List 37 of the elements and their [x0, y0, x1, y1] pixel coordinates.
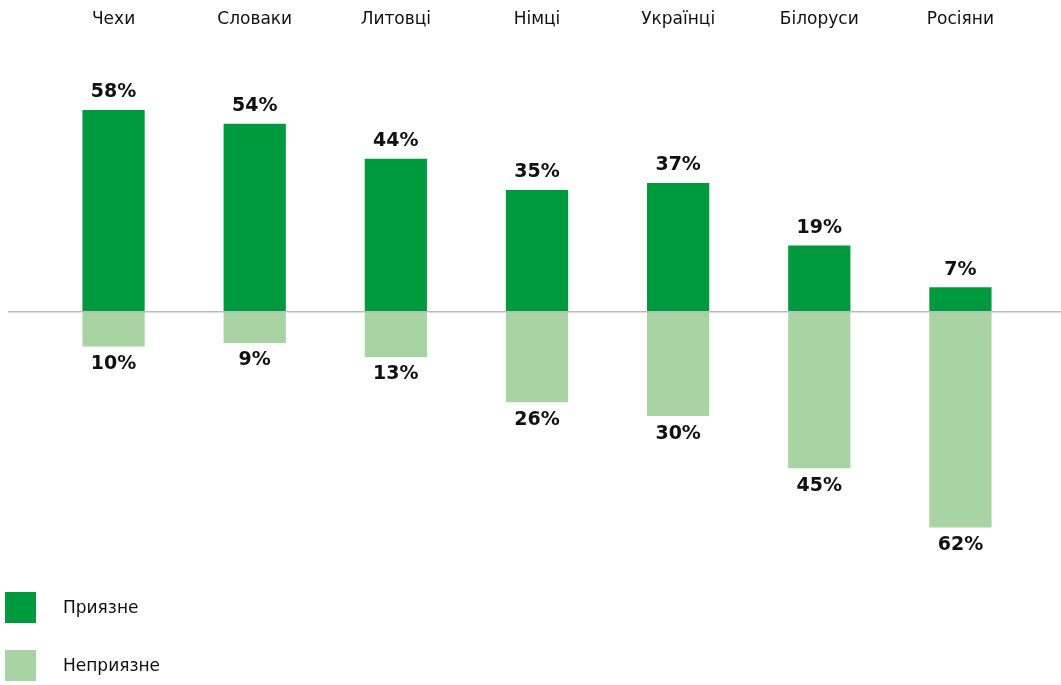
- x-tick-label: Росіяни: [926, 7, 994, 28]
- x-tick-label: Чехи: [91, 7, 136, 28]
- annotation: 62%: [937, 531, 984, 554]
- bar: [364, 311, 427, 357]
- annotation: 26%: [514, 406, 560, 429]
- annotation: 9%: [238, 347, 271, 370]
- legend-label: Неприязне: [63, 655, 161, 675]
- bar: [223, 311, 286, 344]
- annotation: 45%: [796, 472, 843, 495]
- data-label: 58%: [90, 79, 137, 102]
- bar: [223, 123, 286, 312]
- data-label: 37%: [655, 152, 701, 175]
- x-tick-label: Словаки: [217, 7, 293, 28]
- annotation: 13%: [373, 361, 419, 384]
- data-label: 7%: [944, 256, 977, 279]
- bar: [364, 158, 427, 312]
- x-tick-label: Білоруси: [779, 7, 859, 28]
- bar: [788, 311, 851, 469]
- annotation: 10%: [90, 350, 137, 373]
- bar: [788, 245, 851, 312]
- x-tick-label: Литовці: [360, 7, 432, 28]
- bar: [505, 311, 569, 403]
- bar: [505, 189, 569, 312]
- x-tick-label: Українці: [641, 7, 716, 28]
- legend-label: Приязне: [63, 597, 139, 617]
- bar: [82, 109, 145, 312]
- data-label: 35%: [514, 159, 560, 182]
- annotation: 30%: [655, 420, 701, 443]
- bar: [929, 311, 992, 528]
- bar: [82, 311, 145, 347]
- data-label: 19%: [796, 215, 843, 238]
- x-tick-label: Німці: [513, 7, 561, 28]
- bar: [647, 182, 710, 312]
- data-label: 44%: [373, 128, 419, 151]
- bar: [929, 287, 992, 312]
- data-label: 54%: [231, 93, 278, 116]
- bar: [647, 311, 710, 417]
